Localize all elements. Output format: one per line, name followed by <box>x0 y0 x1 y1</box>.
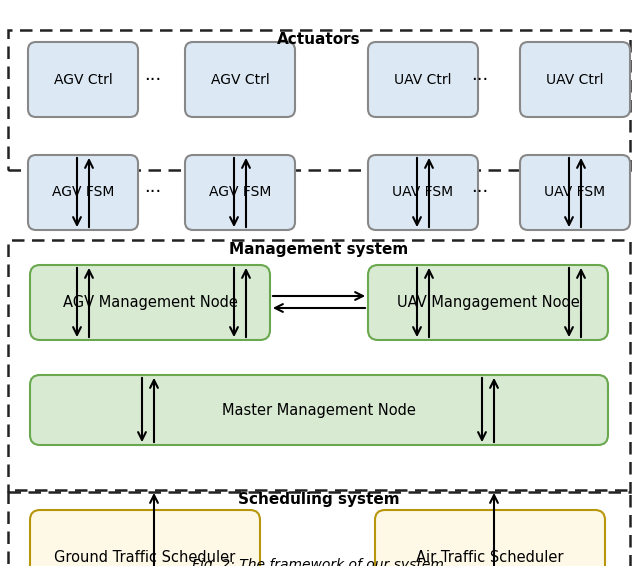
Bar <box>8 240 630 492</box>
Text: Ground Traffic Scheduler: Ground Traffic Scheduler <box>54 550 236 565</box>
Text: UAV Ctrl: UAV Ctrl <box>547 72 604 87</box>
Text: Management system: Management system <box>229 242 408 257</box>
Text: Master Management Node: Master Management Node <box>222 402 416 418</box>
Text: ···: ··· <box>145 71 162 89</box>
Text: UAV FSM: UAV FSM <box>545 186 605 199</box>
Text: UAV Mangagement Node: UAV Mangagement Node <box>397 295 579 310</box>
FancyBboxPatch shape <box>520 42 630 117</box>
Text: Fig. 2: The framework of our system.: Fig. 2: The framework of our system. <box>192 558 448 566</box>
Text: UAV FSM: UAV FSM <box>392 186 454 199</box>
Text: ···: ··· <box>472 71 488 89</box>
Bar <box>8 30 630 170</box>
FancyBboxPatch shape <box>368 42 478 117</box>
FancyBboxPatch shape <box>30 375 608 445</box>
Text: Scheduling system: Scheduling system <box>238 492 400 507</box>
FancyBboxPatch shape <box>520 155 630 230</box>
FancyBboxPatch shape <box>375 510 605 566</box>
FancyBboxPatch shape <box>368 155 478 230</box>
FancyBboxPatch shape <box>28 42 138 117</box>
Text: AGV Ctrl: AGV Ctrl <box>211 72 269 87</box>
FancyBboxPatch shape <box>30 510 260 566</box>
FancyBboxPatch shape <box>185 155 295 230</box>
Text: AGV Management Node: AGV Management Node <box>63 295 237 310</box>
Text: ···: ··· <box>472 183 488 201</box>
Text: ···: ··· <box>145 183 162 201</box>
Text: AGV Ctrl: AGV Ctrl <box>54 72 113 87</box>
FancyBboxPatch shape <box>185 42 295 117</box>
Text: Actuators: Actuators <box>277 32 361 47</box>
Bar <box>8 490 630 566</box>
FancyBboxPatch shape <box>30 265 270 340</box>
FancyBboxPatch shape <box>368 265 608 340</box>
Text: AGV FSM: AGV FSM <box>209 186 271 199</box>
Text: AGV FSM: AGV FSM <box>52 186 114 199</box>
FancyBboxPatch shape <box>28 155 138 230</box>
Text: Air Traffic Scheduler: Air Traffic Scheduler <box>416 550 564 565</box>
Text: UAV Ctrl: UAV Ctrl <box>394 72 452 87</box>
